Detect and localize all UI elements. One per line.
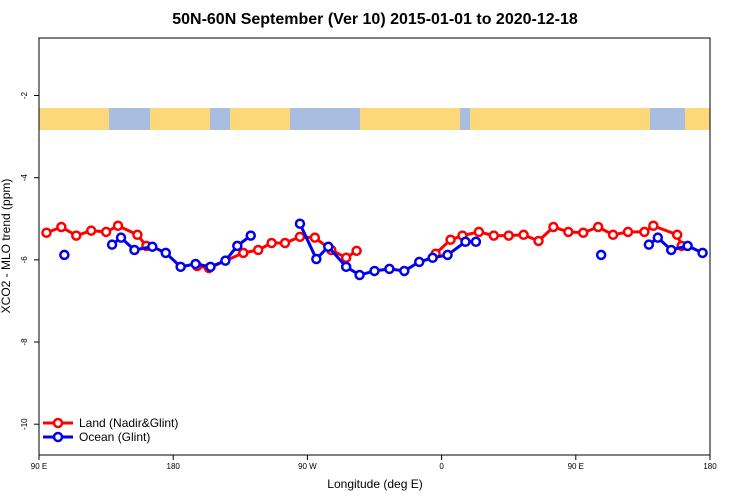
data-point <box>71 230 82 241</box>
data-point <box>245 230 256 241</box>
data-point <box>413 256 425 268</box>
data-point <box>622 226 634 238</box>
data-point <box>311 253 322 265</box>
data-point <box>488 230 500 241</box>
data-point <box>548 221 559 233</box>
data-point <box>351 245 362 257</box>
data-point <box>190 258 201 270</box>
data-point <box>340 261 352 273</box>
data-point <box>473 226 485 238</box>
x-tick-label: 180 <box>167 462 181 471</box>
data-point <box>518 229 529 241</box>
data-point <box>323 241 334 252</box>
data-point <box>252 244 264 256</box>
data-point <box>56 221 67 233</box>
x-tick-label: 180 <box>703 462 717 471</box>
data-point <box>175 261 186 273</box>
data-point <box>671 229 683 241</box>
data-point <box>460 236 471 248</box>
data-point <box>100 226 112 238</box>
legend-label: Ocean (Glint) <box>79 430 150 444</box>
data-point <box>59 249 70 261</box>
x-tick-label: 90 E <box>568 462 584 471</box>
data-point <box>607 229 619 241</box>
data-point <box>682 240 693 252</box>
data-point <box>592 221 604 233</box>
data-point <box>369 265 380 277</box>
legend-label: Land (Nadir&Glint) <box>79 416 178 430</box>
x-tick-label: 90 W <box>298 462 317 471</box>
data-point <box>266 237 277 249</box>
data-point <box>563 226 574 238</box>
y-tick-label: -8 <box>20 338 29 346</box>
data-point <box>470 236 482 248</box>
data-point <box>665 244 677 256</box>
plot-frame <box>38 37 711 456</box>
data-point <box>533 235 544 247</box>
map-band <box>39 108 710 130</box>
data-point <box>595 249 607 261</box>
data-point <box>697 247 708 259</box>
data-point <box>294 218 306 229</box>
x-tick-label: 90 E <box>31 462 47 471</box>
data-point <box>643 239 655 250</box>
data-point <box>427 252 438 264</box>
data-point <box>112 220 124 232</box>
legend-marker <box>52 417 64 429</box>
data-point <box>41 227 52 238</box>
data-point <box>652 232 664 243</box>
y-tick-label: -2 <box>20 91 29 99</box>
data-point <box>648 220 659 232</box>
data-point <box>132 229 143 241</box>
data-point <box>309 232 321 243</box>
chart-title: 50N-60N September (Ver 10) 2015-01-01 to… <box>172 11 578 28</box>
data-point <box>279 237 291 249</box>
data-point <box>384 263 395 275</box>
legend-marker <box>52 431 64 443</box>
data-point <box>220 255 231 266</box>
data-point <box>445 234 456 245</box>
data-point <box>238 247 249 259</box>
data-point <box>85 225 97 236</box>
data-point <box>160 247 171 259</box>
y-tick-label: -6 <box>20 256 29 264</box>
data-point <box>639 226 650 238</box>
y-tick-label: -4 <box>20 174 29 182</box>
y-axis-label: XCO2 - MLO trend (ppm) <box>0 179 13 314</box>
data-point <box>578 227 589 238</box>
data-point <box>340 252 352 264</box>
x-axis-label: Longitude (deg E) <box>327 477 422 491</box>
y-tick-label: -10 <box>20 418 29 430</box>
data-point <box>503 230 514 241</box>
x-tick-label: 0 <box>439 462 444 471</box>
data-point <box>399 265 410 277</box>
data-point <box>106 239 118 250</box>
data-point <box>354 269 365 281</box>
data-point <box>205 261 216 273</box>
data-point <box>129 244 140 256</box>
data-point <box>232 240 243 252</box>
data-point <box>147 241 158 252</box>
data-point <box>294 231 306 243</box>
data-point <box>115 232 127 243</box>
data-point <box>442 249 453 261</box>
